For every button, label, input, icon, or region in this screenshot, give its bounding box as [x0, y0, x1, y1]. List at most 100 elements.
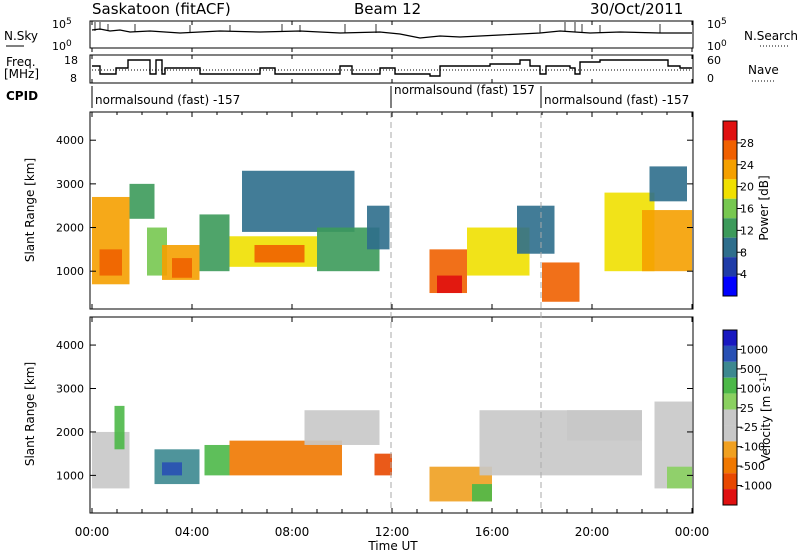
power-panel: Slant Range [km] 1000 2000 3000 4000 4 8 12 16… — [23, 111, 771, 310]
station-title: Saskatoon (fitACF) — [92, 0, 231, 18]
heatmap-cell-9 — [242, 170, 355, 232]
time-tick-label-5: 20:00 — [575, 525, 610, 539]
velocity-ylabel: Slant Range [km] — [23, 362, 37, 466]
y-tick-label-3: 4000 — [56, 339, 84, 352]
heatmap-cell-1 — [99, 249, 122, 276]
power-colorbar-label-5: 24 — [740, 159, 754, 172]
velocity-colorbar-swatch-1 — [723, 345, 737, 362]
freq-panel-frame — [89, 54, 694, 84]
y-tick-label-2: 3000 — [56, 178, 84, 191]
power-ylabel: Slant Range [km] — [23, 158, 37, 262]
time-tick-label-1: 04:00 — [175, 525, 210, 539]
noise-right-tick-bottom: 100 — [707, 39, 727, 53]
velocity-colorbar-swatch-2 — [723, 361, 737, 378]
velocity-colorbar-label-5: -100 — [740, 441, 765, 454]
power-colorbar-swatch-7 — [723, 257, 737, 277]
y-tick-label-0: 1000 — [56, 265, 84, 278]
velocity-colorbar-swatch-5 — [723, 409, 737, 426]
y-tick-label-3: 4000 — [56, 134, 84, 147]
velocity-colorbar-label: Velocity [m s-1] — [759, 373, 773, 463]
heatmap-cell-5 — [172, 258, 192, 278]
power-colorbar-swatch-1 — [723, 140, 737, 160]
velocity-colorbar-swatch-9 — [723, 473, 737, 490]
velocity-colorbar-swatch-10 — [723, 489, 737, 505]
power-colorbar-swatch-8 — [723, 276, 737, 296]
power-colorbar-swatch-5 — [723, 218, 737, 238]
noise-right-tick-top: 105 — [707, 17, 727, 31]
cpid-segment-2: normalsound (fast) -157 — [544, 93, 689, 107]
heatmap-cell-18 — [642, 210, 692, 272]
cpid-label: CPID — [6, 89, 38, 103]
heatmap-cell-15 — [517, 205, 555, 254]
heatmap-cell-13 — [437, 275, 462, 294]
beam-title: Beam 12 — [354, 0, 421, 18]
power-colorbar-label: Power [dB] — [757, 175, 771, 240]
freq-left-tick-top: 18 — [64, 54, 78, 67]
time-tick-label-4: 16:00 — [475, 525, 510, 539]
freq-right-tick-bottom: 0 — [707, 72, 714, 85]
heatmap-cell-6 — [199, 214, 230, 272]
velocity-heatmap-cells — [92, 401, 692, 502]
heatmap-cell-8 — [254, 244, 305, 263]
heatmap-cell-2 — [129, 183, 155, 219]
heatmap-cell-16 — [542, 262, 580, 302]
power-heatmap-cells — [92, 166, 692, 302]
heatmap-cell-6 — [304, 410, 380, 445]
heatmap-cell-3 — [162, 462, 182, 476]
velocity-colorbar-swatch-0 — [723, 330, 737, 346]
time-axis: 00:00 04:00 08:00 12:00 16:00 20:00 00:00 — [75, 21, 710, 539]
velocity-colorbar-swatch-6 — [723, 425, 737, 442]
date-title: 30/Oct/2011 — [590, 0, 683, 18]
power-colorbar-swatch-4 — [723, 198, 737, 219]
heatmap-cell-13 — [667, 466, 692, 489]
noise-sky-trace — [91, 28, 692, 39]
velocity-colorbar: 1000 500 100 25 -25 -100 -500 -1000 — [722, 329, 772, 506]
heatmap-cell-4 — [204, 444, 230, 476]
power-colorbar: 4 8 12 16 20 24 28 — [722, 120, 754, 297]
power-y-ticks: 1000 2000 3000 4000 — [56, 134, 693, 278]
noise-right-label: N.Search — [744, 29, 798, 43]
power-colorbar-label-1: 8 — [740, 246, 747, 259]
power-colorbar-swatch-2 — [723, 159, 737, 180]
heatmap-cell-19 — [649, 166, 687, 202]
velocity-panel: Slant Range [km] 1000 2000 3000 4000 1000 50… — [23, 316, 773, 514]
velocity-colorbar-swatch-4 — [723, 393, 737, 410]
power-colorbar-swatch-0 — [723, 121, 737, 141]
velocity-colorbar-label-4: -25 — [740, 421, 758, 434]
heatmap-cell-7 — [374, 453, 392, 476]
power-colorbar-label-2: 12 — [740, 224, 754, 237]
power-colorbar-label-3: 16 — [740, 203, 754, 216]
freq-label-1: Freq. — [6, 55, 36, 69]
velocity-colorbar-label-2: 100 — [740, 382, 761, 395]
velocity-colorbar-label-6: -500 — [740, 460, 765, 473]
time-axis-label: Time UT — [367, 539, 418, 553]
power-colorbar-label-6: 28 — [740, 137, 754, 150]
cpid-strip: CPID normalsound (fast) -157 normalsound… — [6, 83, 689, 108]
noise-panel-frame — [89, 20, 694, 49]
velocity-colorbar-label-3: 25 — [740, 402, 754, 415]
velocity-colorbar-swatch-8 — [723, 457, 737, 474]
noise-left-tick-bottom: 100 — [52, 39, 72, 53]
time-tick-label-2: 08:00 — [275, 525, 310, 539]
velocity-colorbar-swatch-7 — [723, 441, 737, 458]
heatmap-cell-9 — [472, 484, 492, 502]
time-tick-label-3: 12:00 — [375, 525, 410, 539]
heatmap-cell-5 — [229, 440, 342, 476]
cpid-segment-1: normalsound (fast) 157 — [394, 83, 535, 97]
velocity-y-ticks: 1000 2000 3000 4000 — [56, 339, 693, 482]
power-colorbar-label-0: 4 — [740, 268, 747, 281]
freq-step-trace — [92, 59, 692, 77]
noise-left-label: N.Sky — [4, 29, 38, 43]
freq-left-tick-bottom: 8 — [70, 72, 77, 85]
time-tick-label-6: 00:00 — [675, 525, 710, 539]
frequency-panel: Freq. [MHz] 18 8 60 0 Nave — [4, 54, 779, 85]
heatmap-cell-11 — [567, 410, 642, 441]
freq-right-tick-top: 60 — [707, 54, 721, 67]
heatmap-cell-11 — [367, 205, 390, 250]
velocity-colorbar-swatch-3 — [723, 377, 737, 394]
noise-left-tick-top: 105 — [52, 17, 72, 31]
heatmap-cell-1 — [114, 405, 125, 450]
power-colorbar-label-4: 20 — [740, 181, 754, 194]
y-tick-label-2: 3000 — [56, 383, 84, 396]
